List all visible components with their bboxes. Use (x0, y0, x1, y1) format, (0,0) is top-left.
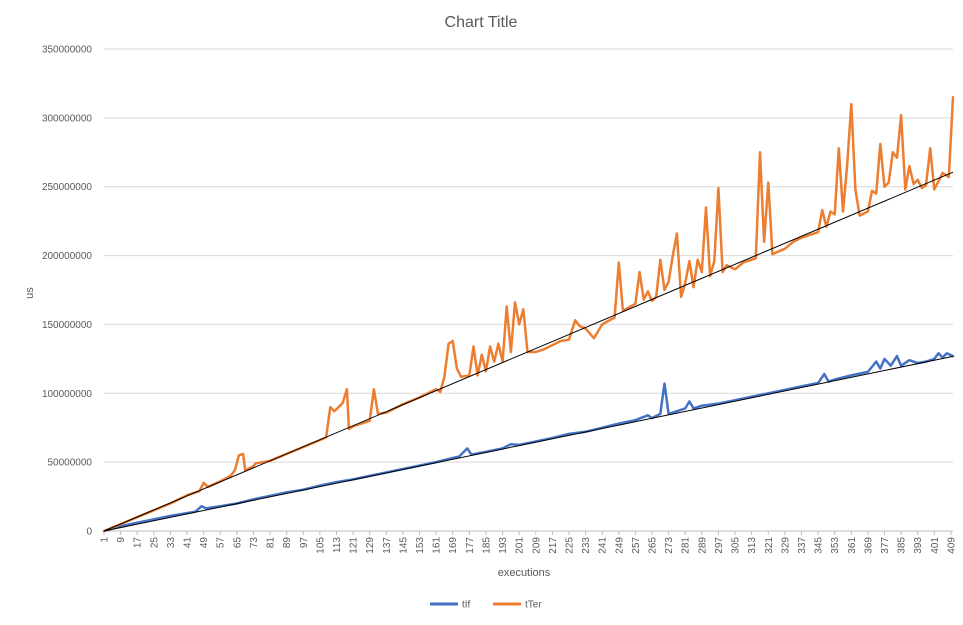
x-tick-label: 369 (863, 537, 874, 554)
x-tick-label: 225 (564, 537, 575, 554)
series-line-tif (102, 352, 955, 533)
x-tick-label: 65 (232, 537, 243, 549)
x-tick-label: 113 (332, 537, 343, 553)
x-tick-label: 281 (681, 537, 692, 554)
x-tick-label: 161 (432, 537, 443, 554)
x-axis-ticks: 1 9 17 25 33 41 49 57 65 73 81 89 97 105 113 121 129 137 1… (100, 531, 957, 554)
x-tick-label: 249 (614, 537, 625, 554)
x-tick-label: 25 (149, 537, 160, 549)
x-tick-label: 9 (116, 537, 127, 543)
x-tick-label: 177 (465, 537, 476, 554)
y-axis-ticks: 0 50000000 100000000 150000000 200000000 2500… (42, 45, 93, 538)
x-tick-label: 33 (166, 537, 177, 549)
x-tick-label: 121 (349, 537, 360, 554)
x-tick-label: 305 (731, 537, 742, 554)
trendline-tter (103, 171, 954, 532)
y-tick-label: 150000000 (42, 320, 92, 331)
x-tick-label: 57 (216, 537, 227, 549)
x-tick-label: 321 (764, 537, 775, 554)
x-tick-label: 209 (531, 537, 542, 554)
x-tick-label: 377 (880, 537, 891, 554)
x-tick-label: 313 (747, 537, 758, 554)
x-tick-label: 97 (299, 537, 310, 549)
series-lines (102, 95, 955, 533)
trendline-tif (103, 355, 954, 532)
y-tick-label: 350000000 (42, 45, 92, 56)
x-tick-label: 73 (249, 537, 260, 549)
chart-title: Chart Title (445, 14, 518, 31)
x-tick-label: 297 (714, 537, 725, 554)
y-tick-label: 250000000 (42, 182, 92, 193)
legend-label-tif: tIf (462, 600, 471, 611)
x-tick-label: 257 (631, 537, 642, 554)
x-tick-label: 385 (897, 537, 908, 554)
x-tick-label: 129 (365, 537, 376, 554)
y-axis-label: us (24, 287, 36, 299)
trendlines (103, 171, 954, 532)
x-tick-label: 185 (481, 537, 492, 554)
x-tick-label: 153 (415, 537, 426, 554)
x-tick-label: 265 (648, 537, 659, 554)
x-tick-label: 345 (814, 537, 825, 554)
x-tick-label: 393 (913, 537, 924, 554)
x-tick-label: 1 (100, 537, 111, 543)
legend-label-tter: tTer (525, 600, 542, 611)
x-tick-label: 201 (515, 537, 526, 554)
y-tick-label: 200000000 (42, 251, 92, 262)
x-tick-label: 289 (697, 537, 708, 554)
x-tick-label: 233 (581, 537, 592, 554)
x-tick-label: 81 (266, 537, 277, 549)
x-tick-label: 273 (664, 537, 675, 554)
x-tick-label: 353 (830, 537, 841, 554)
y-tick-label: 0 (86, 527, 92, 538)
x-tick-label: 337 (797, 537, 808, 554)
x-tick-label: 145 (398, 537, 409, 554)
y-tick-label: 50000000 (48, 458, 93, 469)
x-tick-label: 89 (282, 537, 293, 549)
x-tick-label: 401 (930, 537, 941, 554)
x-tick-label: 17 (133, 537, 144, 549)
y-tick-label: 100000000 (42, 389, 92, 400)
x-tick-label: 241 (598, 537, 609, 554)
x-tick-label: 137 (382, 537, 393, 554)
x-tick-label: 105 (315, 537, 326, 554)
x-tick-label: 49 (199, 537, 210, 549)
x-axis-label: executions (498, 567, 551, 579)
legend: tIf tTer (430, 600, 542, 611)
x-tick-label: 329 (780, 537, 791, 554)
x-tick-label: 217 (548, 537, 559, 554)
series-line-tter (102, 95, 955, 533)
x-tick-label: 409 (946, 537, 957, 554)
gridlines (104, 48, 953, 532)
x-tick-label: 41 (183, 537, 194, 549)
x-tick-label: 169 (448, 537, 459, 554)
x-tick-label: 361 (847, 537, 858, 554)
x-tick-label: 193 (498, 537, 509, 554)
y-tick-label: 300000000 (42, 113, 92, 124)
